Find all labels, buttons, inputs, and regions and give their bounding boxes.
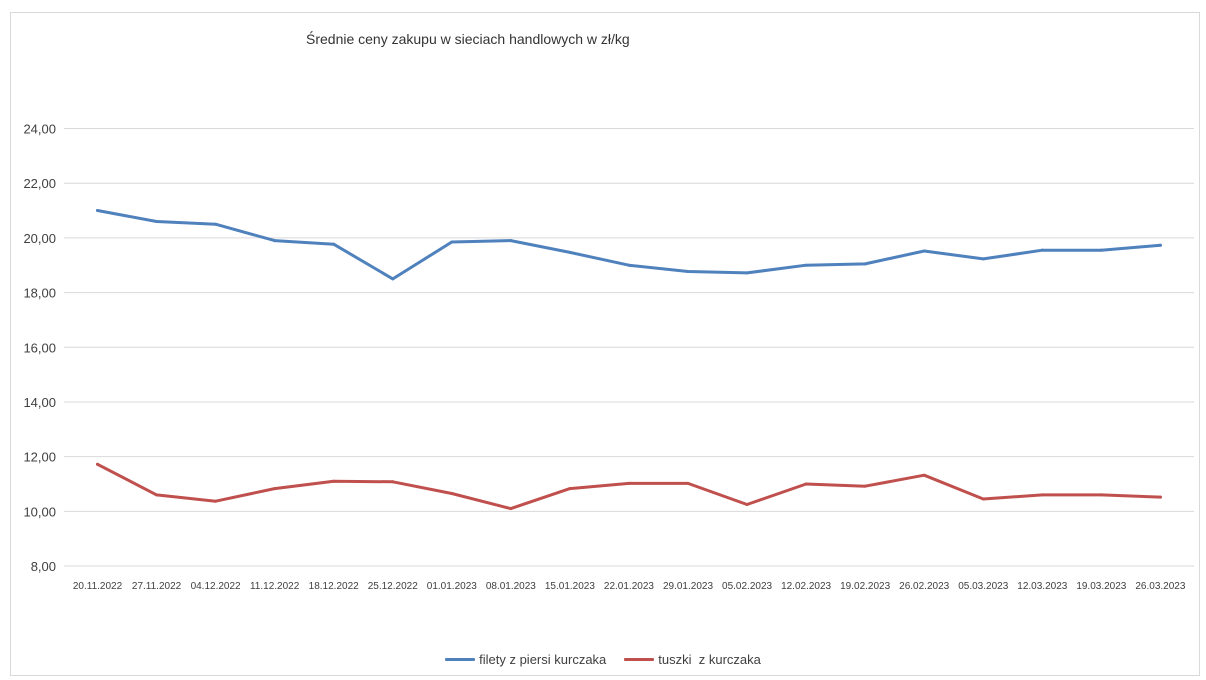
- x-tick-label: 18.12.2022: [309, 581, 359, 592]
- data-point: [804, 482, 808, 486]
- x-tick-label: 22.01.2023: [604, 581, 654, 592]
- data-point: [509, 239, 513, 243]
- y-axis-labels: 8,00 10,00 12,00 14,00 16,00 18,00 20,00 22,00 2…: [23, 122, 56, 575]
- y-tick-label: 16,00: [23, 340, 56, 355]
- data-point: [96, 209, 99, 213]
- data-point: [981, 497, 985, 501]
- x-tick-label: 15.01.2023: [545, 581, 595, 592]
- data-point: [1099, 248, 1103, 252]
- data-point: [1040, 248, 1044, 252]
- y-tick-label: 10,00: [23, 504, 56, 519]
- y-tick-label: 8,00: [31, 559, 56, 574]
- x-tick-label: 26.02.2023: [899, 581, 949, 592]
- data-point: [686, 481, 690, 485]
- series-line-0: [96, 209, 1162, 281]
- x-tick-label: 19.03.2023: [1076, 581, 1126, 592]
- data-point: [627, 481, 631, 485]
- x-tick-label: 29.01.2023: [663, 581, 713, 592]
- y-tick-label: 24,00: [23, 122, 56, 137]
- y-tick-label: 22,00: [23, 176, 56, 191]
- data-point: [155, 493, 159, 497]
- data-point: [568, 487, 572, 491]
- data-point: [450, 492, 454, 496]
- data-point: [273, 239, 277, 243]
- data-point: [391, 277, 395, 281]
- legend-item-tuszki: tuszki z kurczaka: [624, 652, 761, 667]
- x-tick-label: 19.02.2023: [840, 581, 890, 592]
- data-point: [863, 262, 867, 266]
- data-point: [155, 219, 159, 223]
- data-point: [922, 249, 926, 253]
- data-point: [686, 270, 690, 274]
- data-point: [745, 271, 749, 275]
- data-point: [863, 484, 867, 488]
- y-tick-label: 14,00: [23, 395, 56, 410]
- x-tick-label: 05.02.2023: [722, 581, 772, 592]
- data-point: [745, 502, 749, 506]
- x-tick-label: 05.03.2023: [958, 581, 1008, 592]
- data-point: [922, 473, 926, 477]
- x-tick-label: 26.03.2023: [1135, 581, 1185, 592]
- y-tick-label: 12,00: [23, 450, 56, 465]
- x-tick-label: 25.12.2022: [368, 581, 418, 592]
- data-point: [214, 499, 218, 503]
- x-tick-label: 12.02.2023: [781, 581, 831, 592]
- data-point: [332, 479, 336, 483]
- legend-item-filety: filety z piersi kurczaka: [445, 652, 606, 667]
- x-tick-label: 27.11.2022: [132, 581, 182, 592]
- data-point: [1040, 493, 1044, 497]
- data-point: [1158, 495, 1162, 499]
- data-point: [804, 263, 808, 267]
- data-point: [509, 507, 513, 511]
- data-point: [273, 487, 277, 491]
- gridlines: [64, 128, 1194, 567]
- data-point: [981, 257, 985, 261]
- legend: filety z piersi kurczaka tuszki z kurcza…: [0, 652, 1206, 667]
- data-point: [568, 250, 572, 254]
- x-tick-label: 08.01.2023: [486, 581, 536, 592]
- x-tick-label: 11.12.2022: [250, 581, 300, 592]
- legend-label-filety: filety z piersi kurczaka: [479, 652, 607, 667]
- data-point: [1158, 243, 1162, 247]
- data-point: [332, 242, 336, 246]
- series-lines: [96, 209, 1162, 511]
- x-tick-label: 20.11.2022: [73, 581, 123, 592]
- x-axis-labels: 20.11.2022 27.11.2022 04.12.2022 11.12.2022…: [73, 581, 1186, 592]
- y-tick-label: 18,00: [23, 286, 56, 301]
- x-tick-label: 04.12.2022: [191, 581, 241, 592]
- legend-label-tuszki: tuszki z kurczaka: [658, 652, 761, 667]
- data-point: [450, 240, 454, 244]
- legend-swatch-tuszki: [624, 658, 655, 661]
- y-tick-label: 20,00: [23, 231, 56, 246]
- chart-frame: [10, 12, 1200, 676]
- x-tick-label: 01.01.2023: [427, 581, 477, 592]
- data-point: [214, 222, 218, 226]
- series-line-1: [96, 462, 1162, 511]
- x-tick-label: 12.03.2023: [1017, 581, 1067, 592]
- data-point: [627, 263, 631, 267]
- data-point: [1099, 493, 1103, 497]
- legend-swatch-filety: [445, 658, 476, 661]
- chart-title: Średnie ceny zakupu w sieciach handlowyc…: [306, 31, 630, 47]
- data-point: [391, 480, 395, 484]
- data-point: [96, 462, 99, 466]
